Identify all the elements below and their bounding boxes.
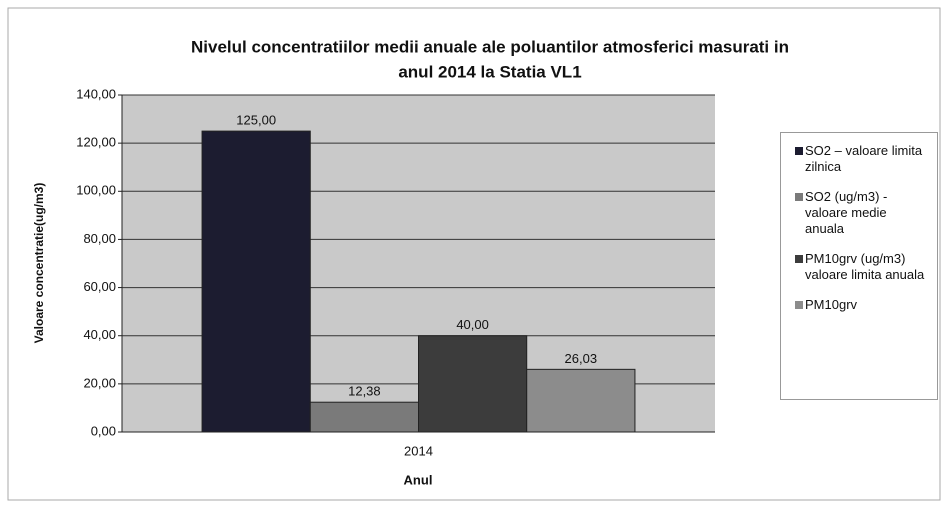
legend-label: PM10grv — [805, 297, 858, 312]
chart-title: Nivelul concentratiilor medii anuale ale… — [191, 37, 789, 56]
y-tick-label: 60,00 — [83, 279, 116, 294]
y-tick-label: 100,00 — [76, 183, 116, 198]
bar — [418, 335, 528, 433]
legend-label: PM10grv (ug/m3) valoare limita anuala — [805, 251, 925, 282]
data-label: 40,00 — [456, 317, 489, 332]
y-tick-label: 40,00 — [83, 327, 116, 342]
x-tick-label: 2014 — [404, 443, 433, 458]
bar — [201, 130, 311, 433]
legend-item: SO2 (ug/m3) - valoare medie anuala — [795, 189, 925, 237]
chart-title: anul 2014 la Statia VL1 — [398, 62, 581, 81]
legend-swatch — [795, 255, 803, 263]
data-label: 12,38 — [348, 384, 381, 399]
y-tick-label: 0,00 — [91, 423, 116, 438]
y-tick-label: 140,00 — [76, 86, 116, 101]
legend-swatch — [795, 147, 803, 155]
legend-swatch — [795, 301, 803, 309]
legend-item: PM10grv (ug/m3) valoare limita anuala — [795, 251, 925, 283]
legend-swatch — [795, 193, 803, 201]
y-axis-label: Valoare concentratie(ug/m3) — [32, 183, 46, 344]
x-axis-label: Anul — [404, 472, 433, 487]
legend: SO2 – valoare limita zilnica SO2 (ug/m3) … — [780, 132, 938, 400]
bar — [309, 401, 419, 433]
bar — [526, 368, 636, 433]
data-label: 26,03 — [565, 351, 598, 366]
y-tick-label: 120,00 — [76, 135, 116, 150]
y-tick-label: 20,00 — [83, 375, 116, 390]
legend-label: SO2 – valoare limita zilnica — [805, 143, 923, 174]
legend-label: SO2 (ug/m3) - valoare medie anuala — [805, 189, 888, 236]
legend-item: SO2 – valoare limita zilnica — [795, 143, 925, 175]
legend-item: PM10grv — [795, 297, 925, 313]
data-label: 125,00 — [236, 113, 276, 128]
y-tick-label: 80,00 — [83, 231, 116, 246]
